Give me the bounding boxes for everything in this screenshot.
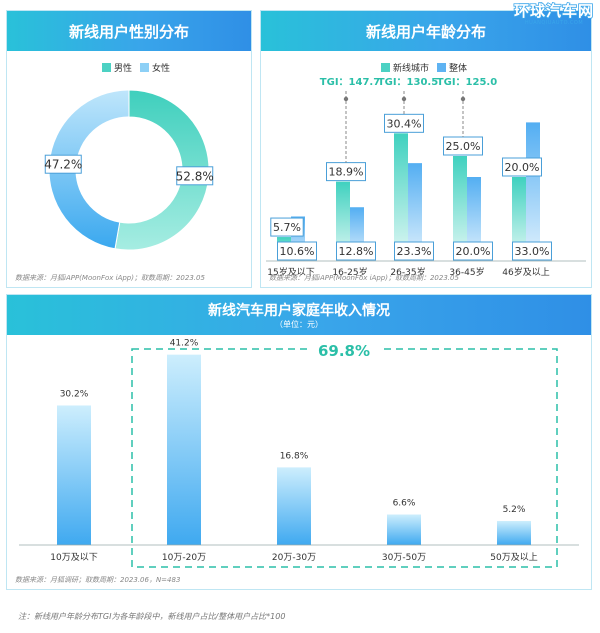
- x-tick-label: 10万-20万: [162, 553, 206, 563]
- bar-data-label-new-city: 30.4%: [387, 117, 422, 130]
- legend-item-overall: 整体: [437, 61, 467, 74]
- x-tick-label: 16-25岁: [332, 266, 367, 277]
- tgi-connector-dot: [343, 96, 349, 102]
- income-bar: [387, 514, 421, 545]
- age-bar-chart: 5.7% 10.6% 15岁及以下 18.9% 12.8% 16-25岁 30.4% 23.3…: [266, 77, 586, 277]
- bar-new-city: [336, 181, 350, 261]
- bar-data-label-overall: 20.0%: [456, 245, 491, 258]
- income-bar: [497, 520, 531, 545]
- tgi-annotation: TGI：147.7: [320, 77, 380, 88]
- age-panel-title: 新线用户年龄分布: [261, 11, 591, 51]
- watermark-subtext: HUANQIUAUTO.COM: [524, 20, 584, 26]
- watermark-text: 环球汽车网: [513, 1, 594, 21]
- donut-data-label: 52.8%: [176, 169, 214, 183]
- legend-swatch-new-city: [381, 63, 390, 72]
- tgi-connector-dot: [401, 96, 407, 102]
- bar-data-label-overall: 12.8%: [339, 245, 374, 258]
- income-source-note: 数据来源：月狐调研；取数周期：2023.06，N=483: [15, 576, 181, 584]
- bar-label-box: [384, 113, 424, 133]
- bar-data-label-overall: 10.6%: [280, 245, 315, 258]
- x-tick-label: 46岁及以上: [502, 266, 549, 277]
- bar-label-box: [277, 241, 317, 261]
- x-tick-label: 50万及以上: [490, 552, 537, 563]
- x-tick-label: 26-35岁: [390, 266, 425, 277]
- legend-item-male: 男性: [102, 61, 132, 74]
- legend-item-new-city: 新线城市: [381, 61, 429, 74]
- income-data-label: 41.2%: [170, 339, 199, 349]
- age-panel: 新线用户年龄分布 新线城市 整体 5.7% 10.6% 15岁及以下 18.9% 12.…: [260, 10, 592, 288]
- bar-new-city: [453, 156, 467, 261]
- x-tick-label: 15岁及以下: [267, 266, 314, 277]
- income-panel: 新线汽车用户家庭年收入情况 （单位：元） 69.8% 30.2% 10万及以下 41.…: [6, 294, 592, 590]
- legend-label-female: 女性: [152, 64, 171, 74]
- x-tick-label: 10万及以下: [50, 552, 97, 563]
- bar-label-box: [336, 241, 376, 261]
- donut-label-box: [176, 166, 214, 186]
- income-data-label: 5.2%: [503, 505, 526, 515]
- x-tick-label: 36-45岁: [449, 266, 484, 277]
- income-bar-chart: 69.8% 30.2% 10万及以下 41.2% 10万-20万 16.8% 20万-30万…: [19, 339, 579, 568]
- income-panel-unit: （单位：元）: [275, 319, 323, 329]
- highlight-label-bg: [309, 341, 379, 359]
- bar-overall: [467, 177, 481, 261]
- bar-label-box: [453, 241, 493, 261]
- donut-slice: [114, 89, 210, 251]
- age-source-note: 数据来源：月狐iAPP(MoonFox iApp)；取数周期：2023.05: [269, 274, 459, 282]
- bar-overall: [408, 163, 422, 261]
- gender-donut-chart: 52.8% 47.2%: [44, 89, 214, 251]
- income-data-label: 6.6%: [393, 499, 416, 509]
- bar-data-label-new-city: 18.9%: [329, 166, 364, 179]
- bar-overall: [526, 122, 540, 262]
- donut-slice: [48, 89, 130, 250]
- income-bar: [277, 467, 311, 545]
- donut-label-box: [44, 154, 82, 174]
- legend-label-male: 男性: [114, 64, 133, 74]
- highlight-group-box: [131, 348, 558, 568]
- legend-item-female: 女性: [140, 61, 170, 74]
- x-tick-label: 30万-50万: [382, 553, 426, 563]
- income-panel-title: 新线汽车用户家庭年收入情况: [208, 302, 390, 319]
- gender-panel-title: 新线用户性别分布: [7, 11, 251, 51]
- highlight-group-label: 69.8%: [318, 342, 370, 360]
- bar-data-label-new-city: 25.0%: [446, 140, 481, 153]
- bar-data-label-new-city: 20.0%: [505, 161, 540, 174]
- bar-new-city: [394, 133, 408, 261]
- legend-swatch-male: [102, 63, 111, 72]
- legend-label-new-city: 新线城市: [393, 64, 430, 74]
- tgi-connector-dot: [460, 96, 466, 102]
- gender-panel: 新线用户性别分布 男性 女性 52.8% 47.2% 数据来源：月狐iAPP(Mo…: [6, 10, 252, 288]
- bar-data-label-overall: 33.0%: [515, 245, 550, 258]
- x-tick-label: 20万-30万: [272, 553, 316, 563]
- bar-new-city: [512, 177, 526, 261]
- watermark-logo: 环球汽车网 HUANQIUAUTO.COM: [510, 1, 598, 26]
- bar-label-box: [394, 241, 434, 261]
- legend-swatch-overall: [437, 63, 447, 72]
- income-data-label: 30.2%: [60, 389, 89, 399]
- bar-label-box: [502, 157, 542, 177]
- bar-label-box: [512, 241, 552, 261]
- bar-data-label-new-city: 5.7%: [273, 221, 301, 234]
- income-data-label: 16.8%: [280, 451, 309, 461]
- bar-data-label-overall: 23.3%: [397, 245, 432, 258]
- income-bar: [167, 354, 201, 545]
- gender-legend: 男性 女性: [102, 61, 170, 74]
- age-legend: 新线城市 整体: [381, 61, 467, 74]
- tgi-annotation: TGI：130.5: [378, 77, 438, 88]
- donut-data-label: 47.2%: [44, 158, 82, 172]
- tgi-annotation: TGI：125.0: [437, 77, 497, 88]
- bar-label-box: [270, 217, 304, 237]
- legend-label-overall: 整体: [449, 64, 468, 74]
- gender-source-note: 数据来源：月狐iAPP(MoonFox iApp)；取数周期：2023.05: [15, 274, 205, 282]
- income-bar: [57, 405, 91, 545]
- legend-swatch-female: [140, 63, 150, 72]
- income-panel-header: 新线汽车用户家庭年收入情况 （单位：元）: [7, 295, 591, 335]
- footnote: 注：新线用户年龄分布TGI为各年龄段中，新线用户占比/整体用户占比*100: [18, 612, 286, 621]
